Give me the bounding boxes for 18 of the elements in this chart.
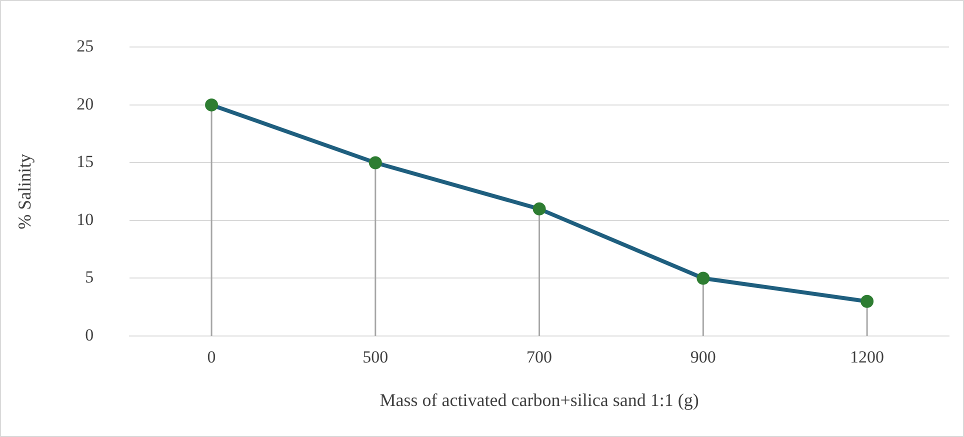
y-tick-label: 0 — [85, 325, 94, 344]
point — [205, 98, 218, 112]
x-tick-label: 1200 — [850, 348, 884, 367]
y-tick-label: 5 — [85, 268, 94, 287]
x-tick-label: 500 — [362, 348, 388, 367]
point — [368, 156, 382, 170]
y-tick-label: 10 — [76, 210, 94, 229]
x-tick-label: 0 — [207, 348, 216, 367]
y-axis-title: % Salinity — [14, 154, 35, 230]
y-tick-label: 20 — [76, 94, 94, 114]
x-axis-title: Mass of activated carbon+silica sand 1:1 (g) — [380, 390, 699, 410]
point — [696, 272, 710, 285]
point — [860, 294, 874, 308]
point — [532, 202, 546, 216]
y-tick-label: 15 — [76, 152, 94, 172]
x-tick-label: 700 — [526, 348, 552, 367]
x-tick-label: 900 — [690, 348, 716, 367]
y-tick-label: 25 — [76, 36, 94, 56]
